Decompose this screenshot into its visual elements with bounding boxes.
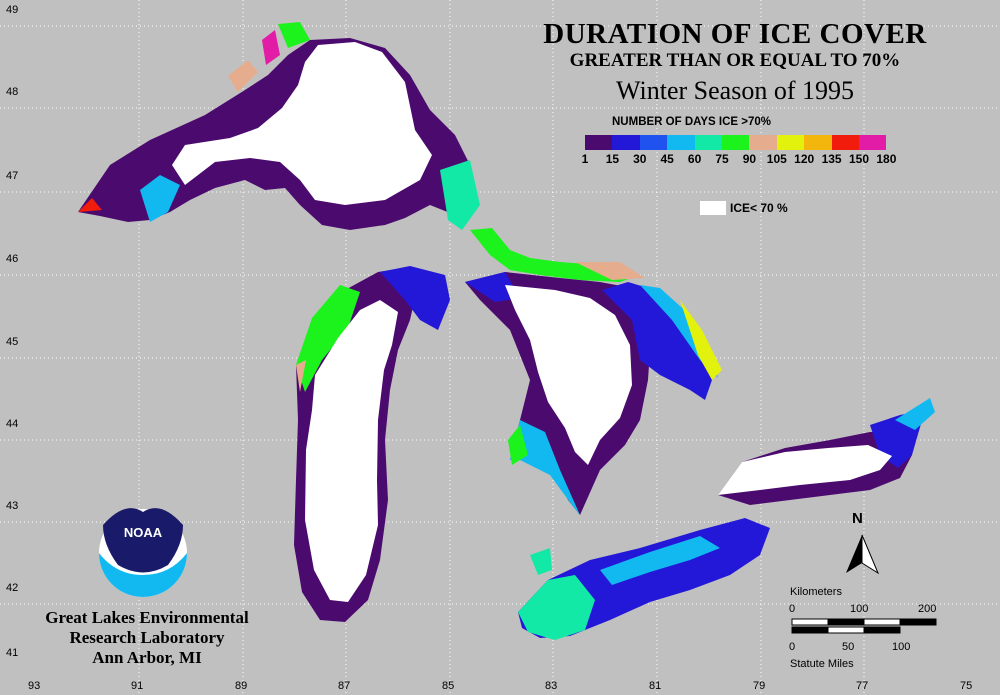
legend-tick: 60 bbox=[687, 152, 702, 166]
noaa-logo-text: NOAA bbox=[124, 525, 163, 540]
longitude-label: 89 bbox=[235, 680, 248, 692]
scale-mi-tick-50: 50 bbox=[842, 641, 855, 653]
noaa-logo: NOAA bbox=[99, 508, 187, 597]
lake-erie bbox=[518, 518, 770, 640]
latitude-label: 43 bbox=[6, 500, 19, 512]
ice-legend: ICE< 70 % bbox=[700, 201, 788, 215]
legend-tick: 150 bbox=[848, 152, 870, 166]
legend-tick: 180 bbox=[876, 152, 897, 166]
longitude-label: 85 bbox=[442, 680, 455, 692]
north-arrow-icon bbox=[846, 534, 880, 575]
scale-km-tick-200: 200 bbox=[918, 603, 937, 615]
legend-tick: 135 bbox=[821, 152, 842, 166]
longitude-label: 79 bbox=[753, 680, 766, 692]
lake-huron bbox=[465, 272, 722, 515]
legend-tick: 1 bbox=[581, 152, 589, 166]
legend-swatch-3 bbox=[667, 135, 695, 150]
map-subtitle: GREATER THAN OR EQUAL TO 70% bbox=[569, 50, 901, 71]
title-block: DURATION OF ICE COVER GREATER THAN OR EQ… bbox=[520, 18, 950, 108]
longitude-label: 87 bbox=[338, 680, 351, 692]
legend-swatch-0 bbox=[585, 135, 613, 150]
longitude-label: 81 bbox=[649, 680, 662, 692]
latitude-label: 41 bbox=[6, 647, 19, 659]
legend-swatch-9 bbox=[831, 135, 859, 150]
ice-swatch bbox=[700, 201, 726, 215]
longitude-label: 75 bbox=[960, 680, 973, 692]
lab-line-3: Ann Arbor, MI bbox=[92, 648, 202, 667]
legend-swatch-5 bbox=[721, 135, 750, 150]
scale-mi-tick-100: 100 bbox=[892, 641, 911, 653]
north-channel bbox=[470, 228, 645, 282]
ice-legend-label: ICE< 70 % bbox=[730, 201, 788, 215]
legend-tick: 90 bbox=[742, 152, 757, 166]
map-title: DURATION OF ICE COVER bbox=[543, 18, 927, 50]
scale-mi-label: Statute Miles bbox=[790, 658, 854, 670]
lab-name: Great Lakes Environmental Research Labor… bbox=[22, 608, 272, 668]
latitude-label: 46 bbox=[6, 253, 19, 265]
lake-ontario bbox=[718, 398, 935, 505]
lake-superior bbox=[78, 22, 480, 230]
legend-swatch-8 bbox=[804, 135, 832, 150]
legend-swatch-4 bbox=[694, 135, 722, 150]
legend-swatch-1 bbox=[612, 135, 640, 150]
legend-tick: 45 bbox=[660, 152, 674, 166]
latitude-label: 49 bbox=[6, 4, 19, 16]
longitude-label: 77 bbox=[856, 680, 869, 692]
legend-swatch-6 bbox=[749, 135, 777, 150]
scale-mi-tick-0: 0 bbox=[789, 641, 796, 653]
map-season: Winter Season of 1995 bbox=[616, 76, 854, 105]
scale-bar bbox=[791, 618, 937, 634]
lab-line-1: Great Lakes Environmental bbox=[45, 608, 249, 627]
legend-tick: 120 bbox=[794, 152, 815, 166]
legend-tick: 75 bbox=[715, 152, 729, 166]
legend-tick: 15 bbox=[605, 152, 620, 166]
legend-swatch-7 bbox=[776, 135, 805, 150]
legend-tick: 30 bbox=[633, 152, 647, 166]
latitude-label: 44 bbox=[6, 418, 19, 430]
legend-color-bar bbox=[585, 135, 887, 150]
lake-michigan bbox=[294, 266, 450, 622]
latitude-label: 42 bbox=[6, 582, 19, 594]
longitude-label: 93 bbox=[28, 680, 41, 692]
legend-ticks: 1 15 30 45 60 75 90 105 120 135 150 180 bbox=[575, 152, 935, 168]
scale-km-label: Kilometers bbox=[790, 586, 842, 598]
legend-title: NUMBER OF DAYS ICE >70% bbox=[612, 116, 772, 128]
lab-line-2: Research Laboratory bbox=[69, 628, 225, 647]
north-label: N bbox=[852, 510, 863, 527]
legend-swatch-10 bbox=[858, 135, 887, 150]
legend-swatch-2 bbox=[639, 135, 668, 150]
scale-km-tick-0: 0 bbox=[789, 603, 796, 615]
longitude-label: 83 bbox=[545, 680, 558, 692]
legend-tick: 105 bbox=[766, 152, 787, 166]
latitude-label: 48 bbox=[6, 86, 19, 98]
latitude-label: 47 bbox=[6, 170, 19, 182]
scale-km-tick-100: 100 bbox=[850, 603, 869, 615]
latitude-label: 45 bbox=[6, 336, 19, 348]
longitude-label: 91 bbox=[131, 680, 144, 692]
